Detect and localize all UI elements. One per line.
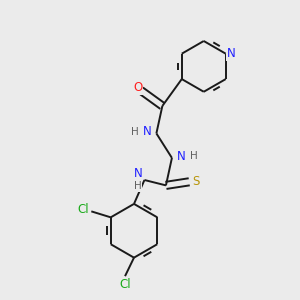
Text: H: H [190, 152, 197, 161]
Text: S: S [192, 175, 200, 188]
Text: O: O [133, 81, 142, 94]
Text: H: H [131, 127, 139, 137]
Text: Cl: Cl [77, 203, 89, 216]
Text: N: N [177, 150, 186, 163]
Text: N: N [227, 47, 236, 60]
Text: N: N [134, 167, 142, 180]
Text: Cl: Cl [119, 278, 131, 291]
Text: N: N [142, 125, 151, 138]
Text: H: H [134, 181, 142, 191]
